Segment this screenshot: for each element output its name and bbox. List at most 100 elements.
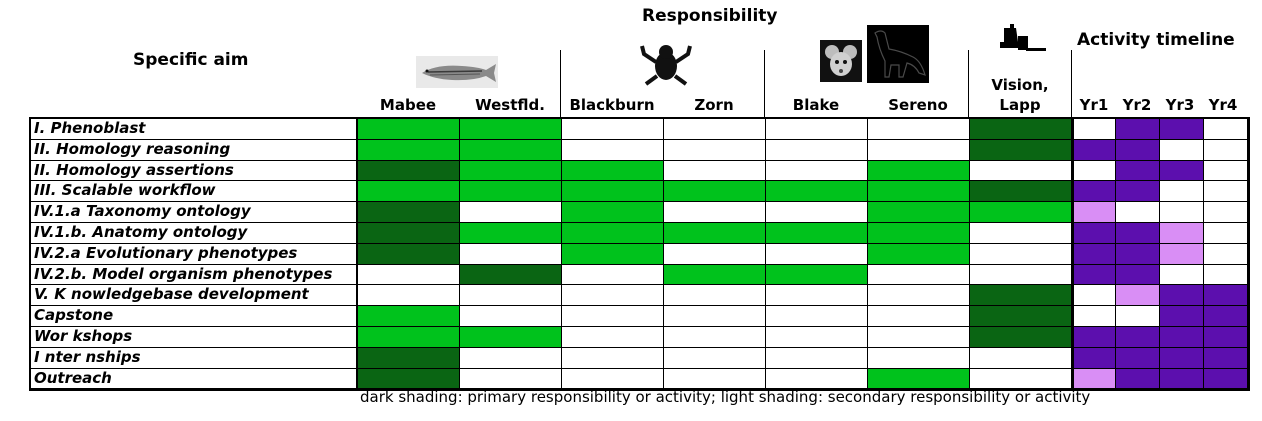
responsibility-cell [664, 139, 766, 161]
responsibility-cell [562, 368, 664, 390]
timeline-cell [1116, 306, 1160, 327]
responsibility-cell [970, 326, 1072, 348]
row-label: I nter nships [31, 347, 358, 369]
responsibility-cell [460, 222, 562, 244]
responsibility-cell [460, 139, 562, 161]
row-label: I. Phenoblast [31, 119, 358, 140]
responsibility-cell [460, 119, 562, 140]
microscope-icon [1000, 24, 1046, 51]
responsibility-cell [766, 264, 868, 286]
responsibility-cell [766, 285, 868, 307]
timeline-cell [1116, 202, 1160, 223]
responsibility-cell [562, 202, 664, 223]
responsibility-cell [766, 181, 868, 203]
timeline-cell [1116, 285, 1160, 307]
responsibility-cell [358, 285, 460, 307]
timeline-cell [1072, 181, 1116, 203]
responsibility-cell [664, 181, 766, 203]
timeline-cell [1072, 202, 1116, 223]
responsibility-cell [358, 139, 460, 161]
row-label: II. Homology reasoning [31, 139, 358, 161]
timeline-cell [1160, 160, 1204, 182]
timeline-cell [1116, 119, 1160, 140]
responsibility-cell [664, 222, 766, 244]
responsibility-cell [664, 119, 766, 140]
responsibility-cell [868, 139, 970, 161]
row-label: Outreach [31, 368, 358, 390]
responsibility-cell [460, 181, 562, 203]
responsibility-cell [970, 222, 1072, 244]
timeline-cell [1160, 202, 1204, 223]
column-blackburn: Blackburn [569, 96, 655, 114]
responsibility-cell [460, 285, 562, 307]
timeline-cell [1160, 347, 1204, 369]
responsibility-cell [460, 243, 562, 265]
timeline-cell [1204, 222, 1248, 244]
timeline-cell [1116, 264, 1160, 286]
responsibility-cell [970, 119, 1072, 140]
separator [560, 50, 561, 117]
responsibility-cell [868, 326, 970, 348]
row-label: III. Scalable workflow [31, 181, 358, 203]
timeline-cell [1160, 368, 1204, 390]
timeline-cell [1116, 243, 1160, 265]
separator [764, 50, 765, 117]
timeline-cell [1160, 222, 1204, 244]
responsibility-cell [766, 368, 868, 390]
responsibility-cell [868, 306, 970, 327]
zebrafish-icon [416, 56, 498, 88]
responsibility-cell [970, 264, 1072, 286]
responsibility-cell [970, 285, 1072, 307]
row-label: V. K nowledgebase development [31, 285, 358, 307]
responsibility-cell [868, 347, 970, 369]
row-label: IV.1.b. Anatomy ontology [31, 222, 358, 244]
column-westfld: Westfld. [475, 96, 545, 114]
responsibility-cell [460, 368, 562, 390]
responsibility-cell [562, 119, 664, 140]
responsibility-header: Responsibility [642, 6, 778, 26]
responsibility-cell [970, 181, 1072, 203]
responsibility-cell [562, 160, 664, 182]
timeline-cell [1116, 326, 1160, 348]
timeline-cell [1116, 139, 1160, 161]
column-yr2: Yr2 [1122, 96, 1152, 114]
responsibility-cell [970, 202, 1072, 223]
row-label: Capstone [31, 306, 358, 327]
responsibility-cell [460, 347, 562, 369]
responsibility-cell [664, 368, 766, 390]
timeline-cell [1072, 285, 1116, 307]
responsibility-cell [664, 285, 766, 307]
timeline-cell [1072, 368, 1116, 390]
timeline-cell [1204, 326, 1248, 348]
responsibility-cell [562, 347, 664, 369]
column-sereno: Sereno [888, 96, 948, 114]
timeline-cell [1204, 119, 1248, 140]
timeline-cell [1204, 202, 1248, 223]
responsibility-cell [460, 326, 562, 348]
row-label: IV.2.b. Model organism phenotypes [31, 264, 358, 286]
separator [1071, 50, 1072, 117]
responsibility-cell [664, 160, 766, 182]
column-blake: Blake [792, 96, 840, 114]
responsibility-cell [868, 119, 970, 140]
responsibility-cell [562, 222, 664, 244]
timeline-cell [1160, 264, 1204, 286]
timeline-cell [1072, 306, 1116, 327]
responsibility-cell [562, 243, 664, 265]
responsibility-cell [562, 326, 664, 348]
timeline-cell [1160, 139, 1204, 161]
frog-icon [640, 45, 692, 86]
responsibility-cell [766, 202, 868, 223]
responsibility-cell [358, 202, 460, 223]
timeline-cell [1204, 285, 1248, 307]
responsibility-cell [358, 181, 460, 203]
responsibility-cell [970, 243, 1072, 265]
timeline-cell [1204, 306, 1248, 327]
timeline-cell [1204, 368, 1248, 390]
timeline-cell [1072, 243, 1116, 265]
responsibility-cell [766, 306, 868, 327]
responsibility-cell [562, 306, 664, 327]
responsibility-cell [868, 264, 970, 286]
timeline-cell [1160, 181, 1204, 203]
column-yr1: Yr1 [1079, 96, 1109, 114]
